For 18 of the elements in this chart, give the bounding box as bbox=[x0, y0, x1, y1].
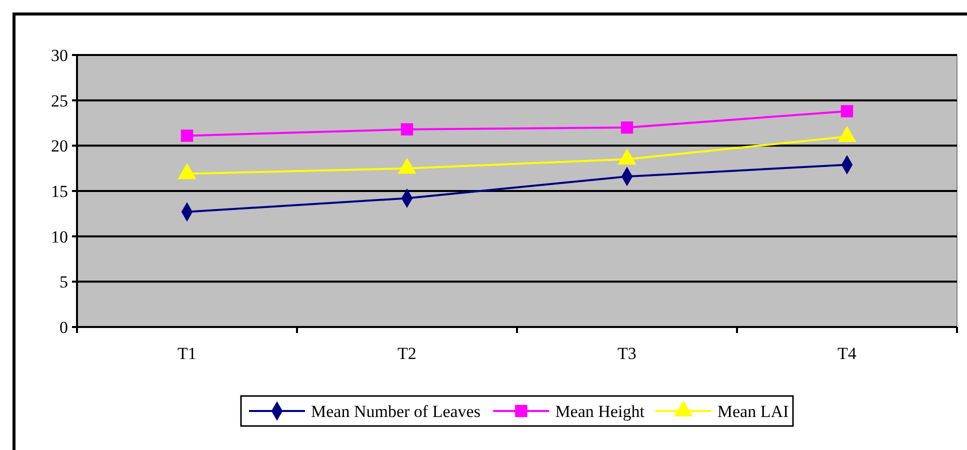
x-tick-label: T4 bbox=[838, 344, 857, 363]
legend-label: Mean LAI bbox=[717, 402, 790, 421]
point bbox=[400, 123, 414, 136]
point bbox=[180, 130, 194, 142]
x-tick-label: T3 bbox=[618, 344, 636, 363]
y-tick-label: 25 bbox=[51, 91, 68, 110]
legend-label: Mean Height bbox=[555, 402, 645, 421]
legend-label: Mean Number of Leaves bbox=[311, 402, 480, 421]
y-tick-label: 10 bbox=[51, 227, 68, 246]
point bbox=[840, 105, 854, 118]
y-tick-label: 20 bbox=[51, 136, 68, 156]
x-tick-label: T1 bbox=[178, 344, 196, 363]
x-tick-label: T2 bbox=[398, 344, 416, 363]
y-tick-label: 15 bbox=[51, 182, 68, 201]
point bbox=[620, 121, 634, 134]
y-tick-label: 0 bbox=[60, 318, 68, 337]
y-tick-label: 5 bbox=[60, 272, 68, 292]
y-tick-label: 30 bbox=[51, 46, 68, 65]
